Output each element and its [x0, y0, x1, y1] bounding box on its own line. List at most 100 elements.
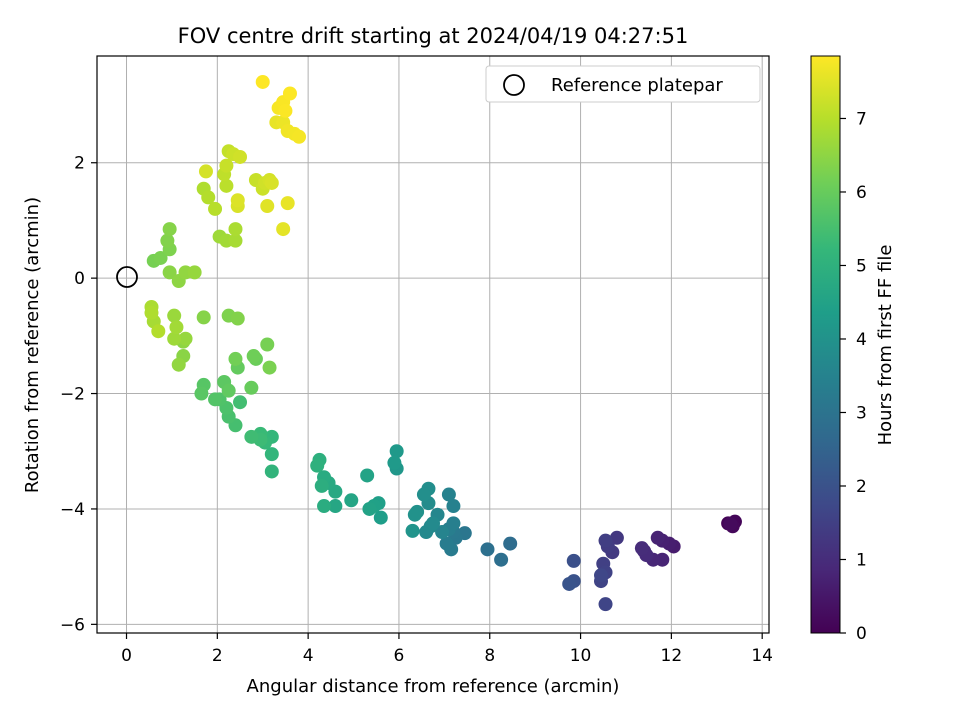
scatter-point [167, 331, 182, 346]
x-tick-label: 0 [121, 646, 132, 666]
scatter-point [278, 103, 293, 118]
scatter-point [373, 510, 388, 525]
scatter-point [178, 331, 193, 346]
x-tick-label: 6 [394, 646, 405, 666]
y-tick-label: −6 [60, 615, 85, 635]
scatter-point [598, 533, 613, 548]
colorbar-tick-label: 5 [856, 256, 867, 276]
colorbar-tick-label: 4 [856, 330, 867, 350]
scatter-point [264, 464, 279, 479]
scatter-point [233, 149, 248, 164]
scatter-point [169, 320, 184, 335]
scatter-point [219, 158, 234, 173]
reference-platepar-marker [116, 266, 138, 288]
plot-frame [96, 55, 770, 634]
scatter-point [264, 447, 279, 462]
colorbar-tick-label: 0 [856, 624, 867, 644]
scatter-point [228, 222, 243, 237]
scatter-point [594, 568, 608, 583]
scatter-point [441, 487, 456, 502]
scatter-point [171, 357, 186, 372]
chart-title: FOV centre drift starting at 2024/04/19 … [178, 24, 689, 48]
scatter-point [162, 265, 177, 280]
y-axis-ticks: −6 −4 −2 0 2 [60, 154, 97, 635]
scatter-point [219, 178, 234, 193]
scatter-point [246, 349, 261, 364]
colorbar-tick-label: 3 [856, 403, 867, 423]
y-tick-label: −4 [60, 500, 85, 520]
scatter-point [230, 311, 245, 326]
scatter-point [344, 493, 359, 508]
colorbar-tick-label: 1 [856, 550, 867, 570]
x-tick-label: 10 [570, 646, 592, 666]
scatter-point [255, 74, 270, 89]
scatter-point [360, 468, 375, 483]
x-tick-label: 2 [212, 646, 223, 666]
scatter-point [228, 351, 243, 366]
legend: Reference platepar [485, 65, 761, 103]
x-axis-label: Angular distance from reference (arcmin) [247, 676, 620, 697]
scatter-point [187, 265, 202, 280]
scatter-point [650, 530, 665, 545]
scatter-point [407, 507, 422, 522]
scatter-point [598, 597, 613, 612]
scatter-point [153, 250, 168, 265]
scatter-point [244, 380, 259, 395]
scatter-point [208, 392, 223, 407]
scatter-point [262, 360, 277, 375]
scatter-point [167, 308, 182, 323]
scatter-point [317, 499, 332, 514]
scatter-point [310, 458, 325, 473]
colorbar [810, 55, 841, 634]
scatter-point [282, 86, 297, 101]
scatter-point [387, 455, 402, 470]
scatter-point [480, 542, 495, 557]
colorbar-tick-label: 6 [856, 183, 867, 203]
scatter-point [151, 324, 166, 339]
y-tick-label: 0 [74, 269, 85, 289]
scatter-point [362, 501, 377, 516]
scatter-point [566, 553, 581, 568]
scatter-point [426, 516, 440, 531]
scatter-point [435, 525, 450, 540]
scatter-points [144, 74, 742, 612]
x-tick-label: 4 [303, 646, 314, 666]
scatter-point [228, 233, 243, 248]
x-tick-label: 14 [751, 646, 773, 666]
scatter-point [194, 386, 209, 401]
scatter-point [503, 536, 518, 551]
scatter-point [144, 305, 159, 320]
scatter-point [439, 536, 454, 551]
y-tick-label: −2 [60, 385, 85, 405]
scatter-point [280, 196, 295, 211]
scatter-point [162, 222, 177, 237]
scatter-point [446, 499, 461, 514]
scatter-point [389, 444, 404, 459]
colorbar-tick-label: 2 [856, 477, 867, 497]
scatter-point [230, 193, 245, 208]
legend-box [485, 65, 761, 103]
scatter-point [609, 530, 624, 545]
scatter-point [196, 310, 211, 325]
scatter-point [233, 395, 248, 410]
y-axis-label: Rotation from reference (arcmin) [22, 197, 43, 493]
scatter-point [328, 499, 343, 514]
colorbar-ticks: 0 1 2 3 4 5 6 7 [840, 109, 867, 644]
x-tick-label: 12 [661, 646, 683, 666]
scatter-point [446, 516, 461, 531]
grid [97, 56, 769, 633]
scatter-point [562, 576, 577, 591]
colorbar-label: Hours from first FF file [875, 245, 896, 446]
scatter-point [292, 129, 307, 144]
scatter-point [264, 175, 279, 190]
scatter-point [208, 201, 223, 216]
scatter-point [494, 552, 509, 567]
scatter-point [634, 541, 649, 556]
scatter-point [276, 222, 291, 237]
colorbar-tick-label: 7 [856, 109, 867, 129]
scatter-point [198, 164, 213, 179]
x-tick-label: 8 [484, 646, 495, 666]
scatter-point [221, 383, 236, 398]
legend-marker [503, 74, 525, 96]
